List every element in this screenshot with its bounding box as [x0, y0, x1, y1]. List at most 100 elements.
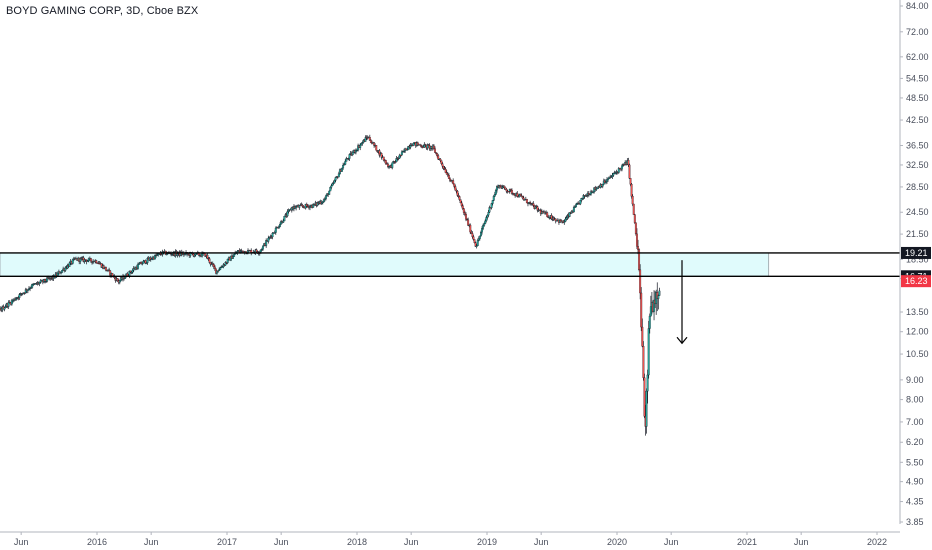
candle-down	[642, 346, 645, 378]
candle-up	[176, 253, 179, 256]
candle-up	[137, 264, 139, 269]
candle-down	[631, 195, 634, 205]
candle-down	[463, 212, 466, 215]
candle-down	[434, 148, 436, 153]
candle-up	[605, 181, 607, 184]
candle-up	[328, 190, 331, 195]
candle-up	[648, 315, 651, 329]
y-tick-label: 62.00	[906, 52, 929, 62]
candle-up	[475, 245, 478, 247]
candle-up	[344, 161, 347, 165]
candle-up	[274, 227, 277, 233]
candle-up	[412, 142, 415, 146]
candle-up	[334, 177, 337, 181]
candle-up	[348, 154, 351, 159]
candle-up	[218, 269, 221, 271]
candle-up	[491, 200, 494, 204]
x-tick-label: 2022	[867, 537, 887, 547]
candle-down	[554, 218, 557, 222]
candle-down	[445, 172, 448, 175]
candle-down	[368, 137, 371, 141]
candle-up	[141, 263, 144, 265]
candle-down	[369, 140, 372, 143]
candle-down	[302, 206, 305, 208]
y-tick-label: 24.50	[906, 207, 929, 217]
candle-up	[286, 211, 289, 217]
y-tick-label: 4.90	[906, 477, 924, 487]
candle-up	[33, 283, 36, 285]
candle-down	[521, 196, 524, 199]
candle-up	[38, 282, 41, 284]
candle-down	[375, 145, 378, 151]
candle-up	[477, 238, 480, 241]
candle-down	[453, 183, 456, 187]
candle-up	[391, 162, 394, 168]
x-tick-label: 2017	[217, 537, 237, 547]
candle-up	[287, 210, 290, 212]
candle-down	[634, 222, 637, 235]
candle-down	[529, 202, 532, 204]
candle-down	[208, 258, 211, 263]
candle-up	[309, 205, 311, 208]
candle-down	[380, 153, 383, 158]
candle-up	[406, 149, 409, 151]
candle-down	[632, 203, 635, 215]
candle-down	[206, 254, 209, 259]
candle-up	[646, 374, 649, 392]
candle-up	[142, 261, 145, 264]
x-tick-label: Jun	[664, 537, 679, 547]
down-arrow-head[interactable]	[676, 336, 688, 345]
y-tick-label: 54.50	[906, 73, 929, 83]
candle-down	[387, 163, 389, 168]
candle-up	[322, 199, 325, 203]
candle-down	[629, 178, 632, 185]
candle-down	[84, 259, 87, 261]
candle-up	[612, 173, 615, 176]
candle-down	[473, 239, 476, 243]
price-label-badge	[901, 275, 931, 288]
candle-up	[607, 178, 610, 180]
x-tick-label: 2019	[477, 537, 497, 547]
candle-down	[470, 231, 473, 234]
candle-down	[416, 142, 419, 146]
candle-up	[232, 256, 235, 259]
candle-up	[487, 212, 490, 216]
candle-down	[627, 160, 630, 166]
candle-up	[658, 290, 661, 296]
y-tick-label: 42.50	[906, 115, 929, 125]
x-tick-label: Jun	[14, 537, 29, 547]
candle-up	[21, 293, 24, 295]
candle-down	[432, 145, 435, 149]
candle-up	[647, 328, 650, 376]
candle-down	[643, 377, 646, 417]
candle-up	[193, 254, 196, 257]
y-tick-label: 21.50	[906, 229, 929, 239]
candle-up	[278, 226, 280, 229]
candle-down	[458, 196, 461, 200]
candle-down	[456, 191, 459, 196]
candle-down	[440, 160, 443, 164]
x-tick-label: 2018	[347, 537, 367, 547]
support-zone[interactable]	[0, 252, 770, 277]
candle-down	[630, 184, 633, 197]
y-tick-label: 5.50	[906, 457, 924, 467]
candle-down	[525, 199, 528, 204]
candle-down	[305, 204, 308, 207]
candle-down	[436, 153, 439, 156]
candle-up	[476, 240, 479, 246]
candle-down	[442, 165, 445, 169]
candle-down	[382, 156, 385, 161]
x-tick-label: Jun	[274, 537, 289, 547]
candle-down	[462, 208, 465, 213]
candle-down	[217, 270, 220, 272]
candle-up	[4, 306, 7, 308]
candle-up	[15, 298, 18, 301]
candle-up	[579, 200, 582, 205]
candle-up	[342, 164, 345, 169]
candle-up	[131, 270, 134, 273]
y-tick-label: 9.00	[906, 375, 924, 385]
candle-up	[118, 280, 121, 283]
candle-up	[563, 221, 566, 223]
candle-up	[601, 184, 604, 187]
